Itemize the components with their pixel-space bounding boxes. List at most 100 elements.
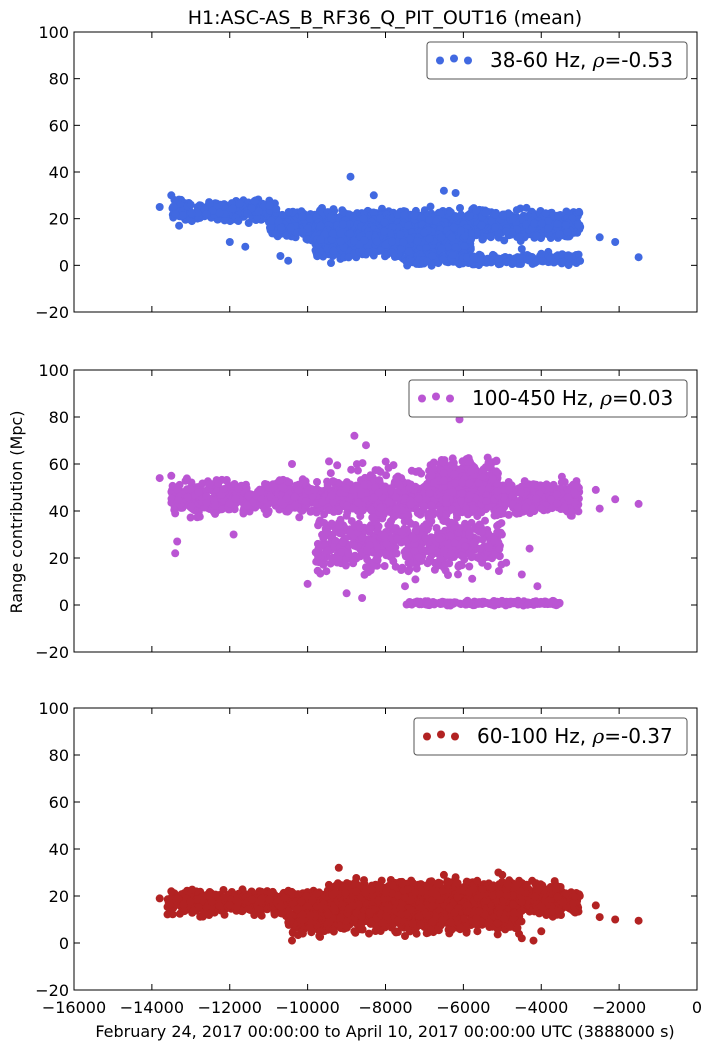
data-point bbox=[349, 556, 358, 565]
data-point bbox=[549, 258, 558, 267]
data-point bbox=[274, 217, 283, 226]
markers bbox=[155, 415, 643, 610]
data-point bbox=[380, 218, 389, 227]
data-point bbox=[465, 562, 474, 571]
data-point bbox=[313, 252, 322, 261]
data-point bbox=[171, 210, 180, 218]
data-point bbox=[397, 244, 406, 253]
data-point bbox=[553, 499, 562, 508]
data-point bbox=[373, 552, 382, 560]
data-point bbox=[537, 249, 546, 258]
data-point bbox=[320, 519, 329, 527]
data-point bbox=[412, 564, 421, 573]
data-point bbox=[516, 488, 525, 497]
data-point bbox=[220, 216, 229, 225]
data-point bbox=[241, 242, 250, 251]
data-point bbox=[392, 524, 400, 533]
data-point bbox=[360, 236, 369, 245]
data-point bbox=[436, 554, 445, 563]
data-point bbox=[425, 215, 434, 224]
legend-marker bbox=[464, 56, 472, 65]
data-point bbox=[611, 238, 620, 246]
data-point bbox=[500, 236, 509, 245]
legend-marker bbox=[450, 54, 458, 63]
data-point bbox=[393, 210, 402, 219]
data-point bbox=[399, 238, 408, 247]
data-point bbox=[478, 235, 487, 244]
data-point bbox=[427, 545, 436, 554]
data-point bbox=[491, 550, 500, 559]
data-point bbox=[339, 243, 348, 252]
data-point bbox=[477, 221, 486, 230]
data-point bbox=[443, 243, 452, 251]
data-point bbox=[408, 533, 417, 541]
data-point bbox=[420, 228, 429, 237]
data-point bbox=[313, 539, 322, 548]
data-point bbox=[369, 191, 378, 200]
data-point bbox=[328, 229, 337, 238]
data-point bbox=[364, 248, 373, 256]
data-point bbox=[363, 555, 372, 564]
data-point bbox=[450, 539, 459, 547]
data-point bbox=[228, 204, 237, 213]
data-point bbox=[404, 247, 413, 256]
data-point bbox=[530, 219, 539, 228]
data-point bbox=[541, 209, 550, 218]
data-point bbox=[564, 261, 573, 270]
data-point bbox=[554, 212, 563, 221]
data-point bbox=[445, 559, 454, 568]
y-tick-label: 60 bbox=[49, 116, 69, 135]
data-point bbox=[446, 549, 455, 558]
y-tick-label: 20 bbox=[49, 210, 69, 229]
data-point bbox=[417, 213, 426, 222]
data-point bbox=[380, 227, 389, 236]
data-point bbox=[513, 503, 522, 512]
data-point bbox=[456, 204, 464, 212]
data-point bbox=[205, 200, 214, 209]
data-point bbox=[404, 517, 413, 525]
data-point bbox=[415, 553, 423, 562]
data-point bbox=[595, 233, 604, 242]
data-point bbox=[382, 550, 390, 558]
data-point bbox=[284, 208, 293, 216]
data-point bbox=[323, 528, 332, 537]
data-point bbox=[481, 208, 490, 217]
data-point bbox=[529, 480, 538, 489]
data-point bbox=[439, 186, 448, 195]
data-point bbox=[468, 574, 477, 583]
data-point bbox=[447, 233, 456, 242]
data-point bbox=[498, 211, 507, 220]
data-point bbox=[313, 566, 322, 575]
markers bbox=[155, 172, 643, 270]
data-point bbox=[425, 234, 434, 243]
data-point bbox=[186, 513, 195, 522]
data-point bbox=[244, 491, 253, 500]
data-point bbox=[335, 529, 344, 538]
data-point bbox=[256, 487, 265, 496]
data-point bbox=[202, 486, 211, 495]
data-point bbox=[275, 476, 284, 485]
data-point bbox=[487, 217, 496, 226]
data-point bbox=[235, 199, 244, 208]
data-point bbox=[218, 505, 227, 514]
data-point bbox=[186, 200, 195, 209]
data-point bbox=[555, 229, 564, 238]
data-point bbox=[344, 253, 353, 262]
data-point bbox=[313, 478, 321, 486]
data-point bbox=[339, 208, 348, 217]
data-point bbox=[469, 253, 478, 262]
data-point bbox=[421, 494, 430, 503]
data-point bbox=[231, 494, 240, 503]
data-point bbox=[537, 219, 546, 228]
data-point bbox=[389, 249, 398, 258]
data-point bbox=[322, 567, 331, 576]
data-point bbox=[531, 494, 540, 503]
data-point bbox=[219, 485, 228, 494]
data-point bbox=[305, 214, 314, 223]
data-point bbox=[327, 212, 335, 221]
data-point bbox=[460, 242, 469, 251]
data-point bbox=[457, 551, 466, 560]
data-point bbox=[363, 546, 371, 555]
data-point bbox=[360, 570, 369, 579]
